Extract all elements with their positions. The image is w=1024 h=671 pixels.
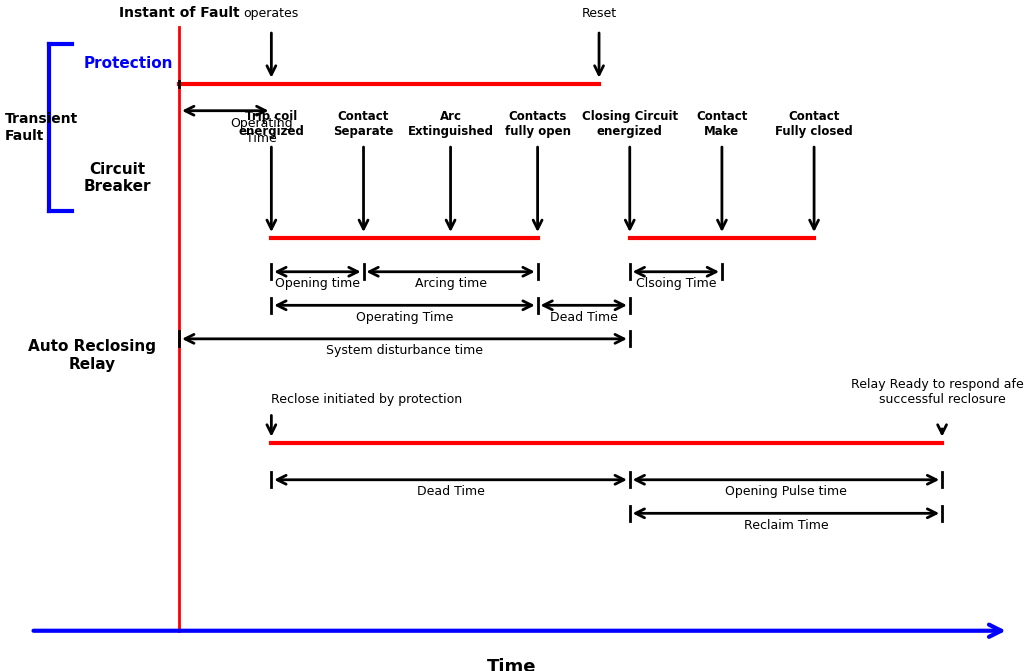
Text: Operating
Time: Operating Time bbox=[229, 117, 293, 146]
Text: Relay Ready to respond afetr
successful reclosure: Relay Ready to respond afetr successful … bbox=[851, 378, 1024, 406]
Text: Dead Time: Dead Time bbox=[550, 311, 617, 323]
Text: Opening Pulse time: Opening Pulse time bbox=[725, 485, 847, 498]
Text: Contact
Separate: Contact Separate bbox=[334, 109, 393, 138]
Text: Dead Time: Dead Time bbox=[417, 485, 484, 498]
Text: operates: operates bbox=[244, 7, 299, 20]
Text: Trip coil
energized: Trip coil energized bbox=[239, 109, 304, 138]
Text: Protection: Protection bbox=[83, 56, 173, 71]
Text: Transient
Fault: Transient Fault bbox=[5, 112, 79, 143]
Text: Auto Reclosing
Relay: Auto Reclosing Relay bbox=[28, 340, 156, 372]
Text: Contact
Fully closed: Contact Fully closed bbox=[775, 109, 853, 138]
Text: System disturbance time: System disturbance time bbox=[326, 344, 483, 357]
Text: Opening time: Opening time bbox=[274, 277, 360, 290]
Text: Time: Time bbox=[487, 658, 537, 671]
Text: Arc
Extinguished: Arc Extinguished bbox=[408, 109, 494, 138]
Text: Arcing time: Arcing time bbox=[415, 277, 486, 290]
Text: Instant of Fault: Instant of Fault bbox=[119, 6, 240, 20]
Text: Reclose initiated by protection: Reclose initiated by protection bbox=[271, 393, 463, 406]
Text: Contact
Make: Contact Make bbox=[696, 109, 748, 138]
Text: Closing Circuit
energized: Closing Circuit energized bbox=[582, 109, 678, 138]
Text: Reclaim Time: Reclaim Time bbox=[743, 519, 828, 531]
Text: Clsoing Time: Clsoing Time bbox=[636, 277, 716, 290]
Text: Contacts
fully open: Contacts fully open bbox=[505, 109, 570, 138]
Text: Circuit
Breaker: Circuit Breaker bbox=[84, 162, 152, 194]
Text: Reset: Reset bbox=[582, 7, 616, 20]
Text: Operating Time: Operating Time bbox=[355, 311, 454, 323]
